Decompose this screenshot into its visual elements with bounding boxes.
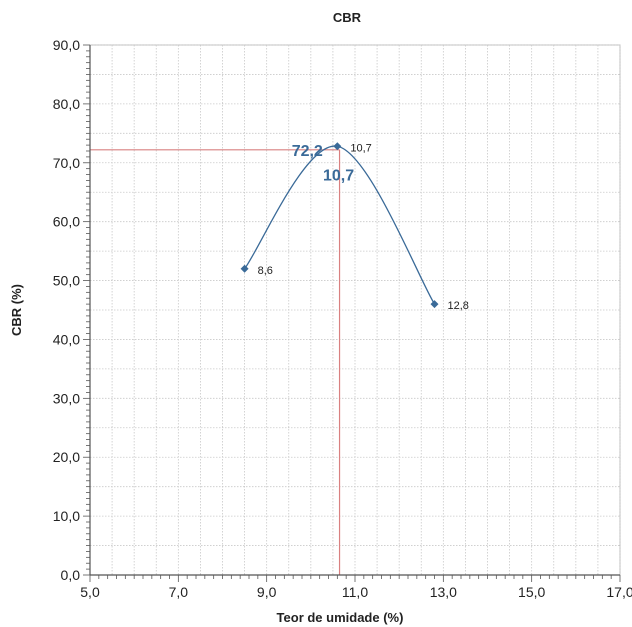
series <box>240 142 439 309</box>
data-point-label: 12,8 <box>448 300 469 312</box>
x-tick-label: 17,0 <box>606 584 632 600</box>
y-tick-label: 60,0 <box>53 214 80 230</box>
y-tick-label: 70,0 <box>53 155 80 171</box>
y-axis-label: CBR (%) <box>9 284 24 336</box>
y-tick-label: 40,0 <box>53 331 80 347</box>
data-point-label: 8,6 <box>258 265 273 277</box>
x-tick-label: 15,0 <box>518 584 545 600</box>
reference-lines <box>90 149 341 575</box>
data-point <box>430 300 439 309</box>
chart-title: CBR <box>333 10 362 25</box>
x-tick-label: 7,0 <box>169 584 189 600</box>
y-tick-label: 0,0 <box>61 567 81 583</box>
annotation-value: 10,7 <box>323 168 354 185</box>
y-tick-label: 90,0 <box>53 37 80 53</box>
data-point-label: 10,7 <box>350 142 371 154</box>
grid <box>89 44 621 576</box>
annotation-value: 72,2 <box>292 143 323 160</box>
axes <box>83 44 621 582</box>
y-tick-label: 20,0 <box>53 449 80 465</box>
y-tick-label: 10,0 <box>53 508 80 524</box>
x-axis-label: Teor de umidade (%) <box>277 610 404 625</box>
data-point <box>240 264 249 273</box>
annotations: 72,210,7 <box>292 143 355 185</box>
data-point <box>333 142 342 151</box>
y-tick-label: 80,0 <box>53 96 80 112</box>
tick-labels: 5,0 7,0 9,0 11,0 13,0 15,0 17,0 0,0 10,0 20,0 30,0… <box>53 37 632 600</box>
y-tick-label: 50,0 <box>53 273 80 289</box>
x-tick-label: 9,0 <box>257 584 277 600</box>
y-tick-label: 30,0 <box>53 390 80 406</box>
x-tick-label: 11,0 <box>342 584 368 600</box>
x-tick-label: 5,0 <box>80 584 100 600</box>
point-labels: 8,6 10,7 12,8 <box>258 142 469 312</box>
x-tick-label: 13,0 <box>430 584 457 600</box>
